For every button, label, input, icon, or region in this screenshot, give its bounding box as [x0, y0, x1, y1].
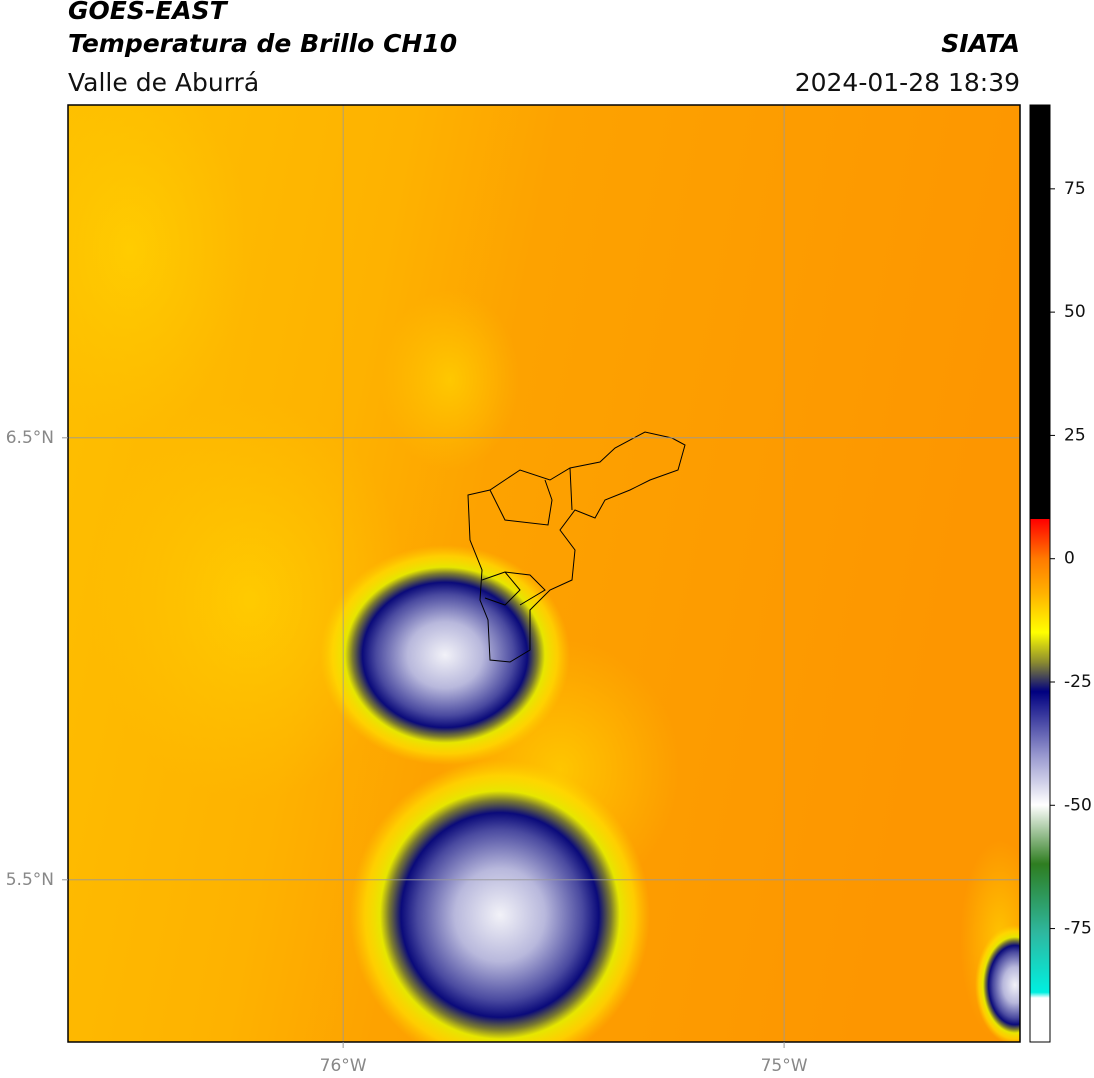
colorbar [1029, 104, 1051, 1043]
map-frame [67, 104, 1021, 1043]
region: Valle de Aburrá [68, 68, 259, 97]
colorbar-label: 25 [1064, 425, 1086, 445]
datetime: 2024-01-28 18:39 [795, 68, 1020, 97]
colorbar-label: -75 [1064, 919, 1092, 939]
x-tick-label: 75°W [761, 1056, 808, 1076]
x-tick-label: 76°W [320, 1056, 367, 1076]
source: SIATA [941, 29, 1020, 58]
y-tick-label: 6.5°N [6, 428, 54, 448]
colorbar-label: 0 [1064, 549, 1075, 569]
colorbar-label: 50 [1064, 302, 1086, 322]
product: Temperatura de Brillo CH10 [68, 29, 457, 58]
colorbar-label: 75 [1064, 179, 1086, 199]
colorbar-label: -25 [1064, 672, 1092, 692]
satellite: GOES-EAST [68, 0, 229, 25]
y-tick-label: 5.5°N [6, 870, 54, 890]
municipal-boundaries [467, 431, 686, 663]
map-field [68, 105, 1020, 1042]
colorbar-label: -50 [1064, 795, 1092, 815]
